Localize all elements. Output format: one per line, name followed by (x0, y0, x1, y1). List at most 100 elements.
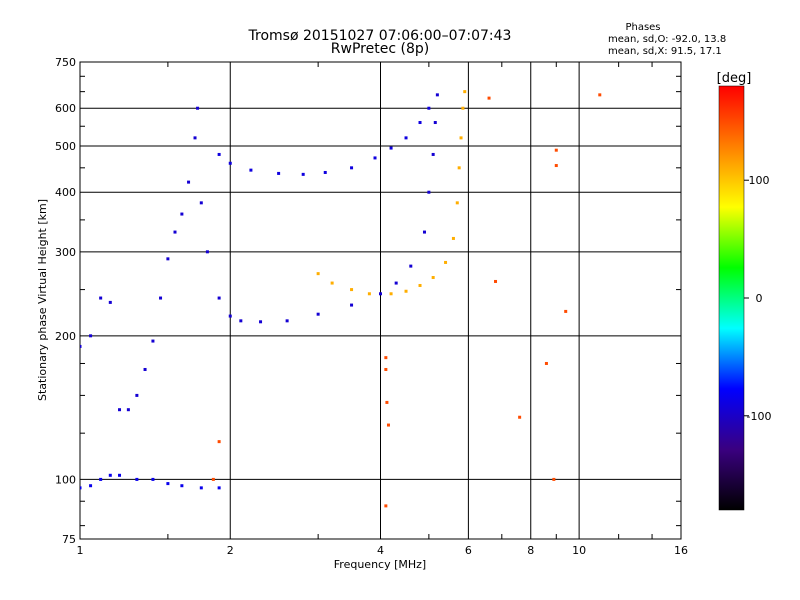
data-point (135, 393, 139, 397)
data-point (418, 121, 422, 125)
data-point (389, 292, 393, 296)
data-point (433, 121, 437, 125)
x-tick-label: 10 (572, 544, 586, 557)
data-point (404, 289, 408, 293)
data-point (367, 292, 371, 296)
chart-title: Tromsø 20151027 07:06:00–07:07:43 (248, 28, 512, 44)
data-point (435, 93, 439, 97)
data-point (444, 260, 448, 264)
data-point (126, 408, 130, 412)
data-point (187, 180, 191, 184)
data-point (228, 314, 232, 318)
data-point (459, 136, 463, 140)
data-point (80, 344, 82, 348)
data-point (494, 279, 498, 283)
y-tick-label: 100 (55, 473, 76, 486)
data-point (196, 106, 200, 110)
data-point (409, 264, 413, 268)
data-point (457, 166, 461, 170)
data-point (143, 367, 147, 371)
x-tick-label: 8 (527, 544, 534, 557)
data-point (330, 281, 334, 285)
data-point (389, 146, 393, 150)
phase-colorbar (718, 85, 745, 511)
data-point (394, 281, 398, 285)
data-point (80, 486, 82, 490)
x-tick-label: 16 (674, 544, 688, 557)
data-point (173, 230, 177, 234)
data-point (180, 212, 184, 216)
data-point (301, 172, 305, 176)
data-point (259, 320, 263, 324)
data-point (455, 201, 459, 205)
data-point (418, 283, 422, 287)
data-point (316, 312, 320, 316)
data-point (384, 356, 388, 360)
data-point (463, 90, 467, 94)
data-point (384, 504, 388, 508)
stats-x-mode: mean, sd,X: 91.5, 17.1 (608, 46, 722, 57)
data-point (99, 296, 103, 300)
data-point (118, 408, 122, 412)
x-tick-label: 6 (465, 544, 472, 557)
phase-header: Phases (625, 22, 660, 33)
x-tick-label: 4 (377, 544, 384, 557)
data-point (554, 164, 558, 168)
data-point (350, 288, 354, 292)
minor-ticks (80, 62, 681, 539)
colorbar-tick-label: 100 (749, 174, 770, 187)
data-point (180, 484, 184, 488)
data-point (404, 136, 408, 140)
data-point (427, 106, 431, 110)
data-point (99, 477, 103, 481)
data-point (518, 415, 522, 419)
data-point (108, 300, 112, 304)
data-point (118, 473, 122, 477)
data-point (166, 257, 170, 261)
data-point (427, 190, 431, 194)
data-point (431, 152, 435, 156)
data-point (386, 423, 390, 427)
data-point (199, 201, 203, 205)
data-point (159, 296, 163, 300)
data-point (323, 170, 327, 174)
data-point (277, 171, 281, 175)
data-point (211, 477, 215, 481)
data-point (249, 168, 253, 172)
x-tick-label: 1 (77, 544, 84, 557)
data-point (205, 250, 209, 254)
data-point (564, 309, 568, 313)
data-point (89, 484, 93, 488)
x-axis-label: Frequency [MHz] (334, 558, 426, 571)
colorbar-tick-label: -100 (747, 410, 772, 423)
data-point (199, 486, 203, 490)
data-point (89, 334, 93, 338)
data-point (151, 477, 155, 481)
data-point (379, 292, 382, 296)
y-tick-label: 600 (55, 102, 76, 115)
y-tick-label: 400 (55, 186, 76, 199)
data-point (193, 136, 197, 140)
data-point (451, 236, 455, 240)
data-point (151, 339, 155, 343)
data-point (385, 400, 389, 404)
grid-lines (80, 62, 681, 539)
colorbar-label: [deg] (717, 71, 752, 86)
y-tick-label: 300 (55, 246, 76, 259)
data-point (554, 148, 558, 152)
chart-subtitle: RwPretec (8p) (331, 41, 429, 57)
data-point (422, 230, 426, 234)
data-point (373, 156, 377, 160)
data-point (239, 319, 243, 323)
data-point (228, 161, 232, 165)
data-point (598, 93, 602, 97)
echo-points (80, 90, 602, 508)
y-axis-label: Stationary phase Virtual Height [km] (36, 199, 49, 401)
data-point (487, 96, 491, 100)
y-tick-label: 750 (55, 56, 76, 69)
y-tick-label: 200 (55, 330, 76, 343)
y-tick-label: 75 (62, 533, 76, 546)
data-point (431, 276, 435, 280)
data-point (552, 477, 556, 481)
x-tick-labels: 1 2 4 6 8 10 16 (77, 544, 689, 557)
